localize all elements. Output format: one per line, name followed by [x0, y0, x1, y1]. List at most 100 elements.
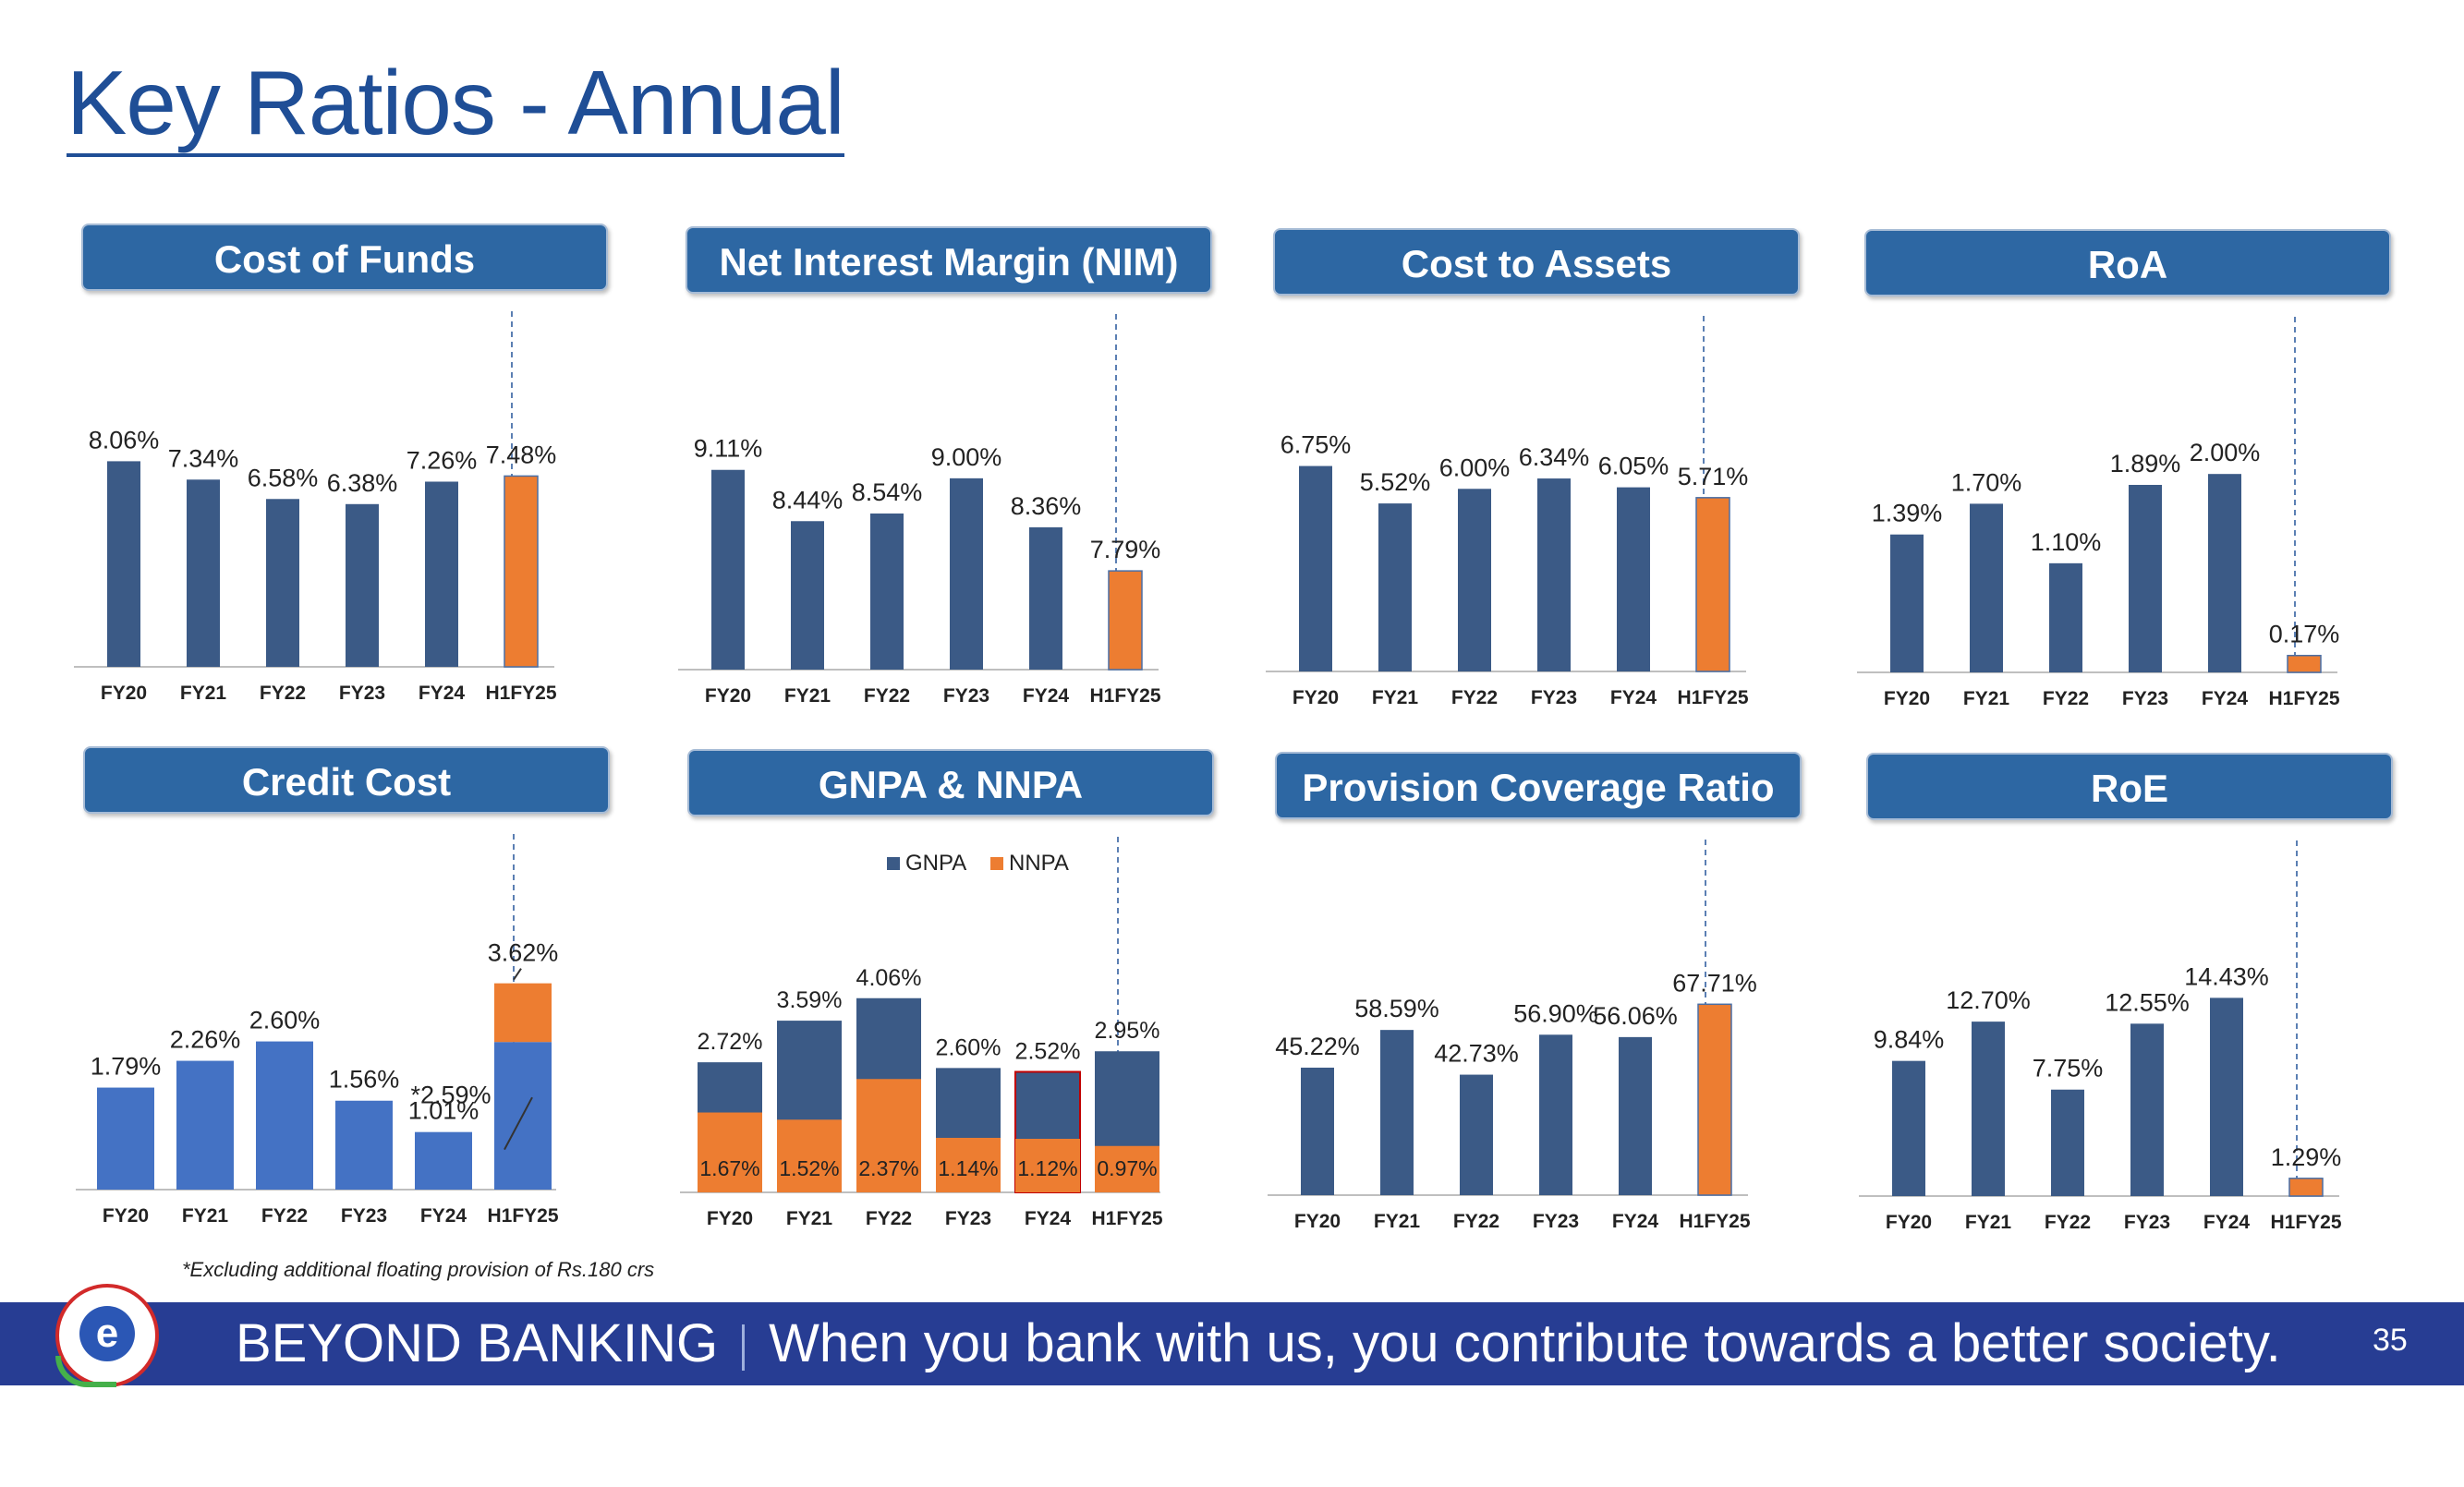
page-title: Key Ratios - Annual: [67, 57, 845, 157]
x-tick-label: FY20: [1886, 1212, 1932, 1233]
data-label: 5.52%: [1360, 468, 1431, 496]
chart-cost-of-funds: FY20 8.06% FY21 7.34% FY22 6.58% FY23 6.38% FY24…: [74, 311, 557, 704]
data-label: 6.58%: [248, 464, 319, 491]
logo-mark: e: [79, 1306, 135, 1361]
banner-pcr: Provision Coverage Ratio: [1275, 752, 1802, 819]
x-tick-label: FY20: [707, 1208, 753, 1229]
x-tick-label: H1FY25: [487, 1205, 558, 1227]
chart-cost-to-assets: FY20 6.75% FY21 5.52% FY22 6.00% FY23 6.34% FY24…: [1266, 316, 1749, 708]
data-label: 9.84%: [1874, 1026, 1945, 1054]
panel-nim: Net Interest Margin (NIM) FY20 9.11% FY21 8…: [674, 226, 1212, 707]
x-tick-label: FY23: [1533, 1211, 1579, 1232]
annotation-leader: [504, 1096, 533, 1151]
data-label-gnpa: 3.59%: [777, 987, 843, 1013]
data-label: 6.34%: [1519, 443, 1590, 471]
x-tick-label: FY21: [180, 683, 227, 704]
banner-credit-cost: Credit Cost: [83, 746, 610, 814]
footer-tagline: When you bank with us, you contribute to…: [769, 1313, 2281, 1373]
x-tick-label: FY22: [866, 1208, 912, 1229]
bar: [870, 513, 904, 670]
x-tick-label: H1FY25: [1677, 687, 1748, 708]
bar-nnpa: [698, 1112, 762, 1192]
bar-nnpa: [777, 1119, 842, 1192]
x-tick-label: FY20: [705, 685, 751, 707]
bar: [1299, 465, 1332, 671]
data-label-nnpa: 1.12%: [1017, 1156, 1077, 1180]
x-tick-label: FY21: [1374, 1211, 1421, 1232]
legend-swatch-gnpa: [887, 857, 900, 870]
panel-cost-of-funds: Cost of Funds FY20 8.06% FY21 7.34% FY22 6.58…: [70, 224, 608, 704]
bank-logo: e: [55, 1284, 159, 1387]
x-tick-label: H1FY25: [2270, 1212, 2341, 1233]
bar: [1460, 1074, 1493, 1195]
footer-bar: [0, 1302, 2464, 1385]
chart-roa: FY20 1.39% FY21 1.70% FY22 1.10% FY23 1.89% FY24…: [1857, 317, 2340, 709]
bar: [335, 1100, 393, 1190]
footer-slogan: BEYOND BANKING When you bank with us, you…: [236, 1310, 2281, 1378]
data-label: 8.44%: [772, 486, 844, 514]
x-tick-label: FY24: [1025, 1208, 1072, 1229]
panel-roa: RoA FY20 1.39% FY21 1.70% FY22 1.10% FY23 1.89%…: [1853, 229, 2391, 709]
bar: [415, 1131, 472, 1190]
data-label: 1.56%: [329, 1066, 400, 1094]
bar: [1108, 570, 1143, 671]
bar: [176, 1060, 234, 1190]
x-tick-label: FY24: [1610, 687, 1657, 708]
data-label-gnpa: 2.60%: [936, 1034, 1001, 1060]
data-label: 0.17%: [2269, 621, 2340, 648]
x-tick-label: FY20: [103, 1205, 149, 1227]
data-label: 2.00%: [2190, 439, 2261, 466]
banner-roa: RoA: [1864, 229, 2391, 296]
panel-gnpa-nnpa: GNPA & NNPA FY20 2.72% 1.67% FY21 3.59% 1.52%…: [676, 749, 1214, 1229]
bar: [425, 481, 458, 667]
bar: [711, 469, 745, 670]
bar: [97, 1087, 154, 1190]
bar: [256, 1041, 313, 1190]
x-tick-label: FY22: [261, 1205, 308, 1227]
data-label: 56.06%: [1593, 1002, 1678, 1030]
data-label: 7.79%: [1090, 536, 1161, 563]
x-tick-label: FY23: [1531, 687, 1577, 708]
x-tick-label: FY21: [786, 1208, 833, 1229]
x-tick-label: FY23: [2122, 688, 2168, 709]
data-label-gnpa: 2.95%: [1095, 1018, 1160, 1044]
data-label: 7.34%: [168, 444, 239, 472]
bar: [2287, 654, 2322, 673]
data-label: 58.59%: [1354, 995, 1439, 1022]
chart-nim: FY20 9.11% FY21 8.44% FY22 8.54% FY23 9.00% FY24…: [678, 314, 1161, 707]
data-label: 1.29%: [2271, 1143, 2342, 1171]
x-tick-label: H1FY25: [485, 683, 556, 704]
legend-label-nnpa: NNPA: [1009, 851, 1069, 876]
legend-label-gnpa: GNPA: [905, 851, 966, 876]
data-label: 12.55%: [2105, 988, 2190, 1016]
x-tick-label: FY20: [1884, 688, 1930, 709]
banner-roe: RoE: [1866, 753, 2393, 820]
bar: [504, 475, 539, 668]
bar: [1458, 489, 1491, 671]
data-label: 42.73%: [1434, 1040, 1519, 1068]
bar-nnpa: [936, 1137, 1001, 1192]
data-label-nnpa: 1.14%: [938, 1156, 998, 1180]
bar: [1378, 503, 1412, 671]
banner-cost-to-assets: Cost to Assets: [1273, 228, 1800, 296]
bar: [2051, 1089, 2084, 1196]
data-label-nnpa: 1.52%: [779, 1156, 839, 1180]
legend-swatch-nnpa: [990, 857, 1003, 870]
data-label-total: 3.62%: [488, 939, 559, 967]
bar: [1380, 1030, 1414, 1195]
data-label: 9.11%: [694, 435, 763, 463]
data-label: 1.39%: [1872, 500, 1943, 527]
data-label: 6.75%: [1281, 431, 1352, 459]
data-label: 9.00%: [931, 443, 1002, 471]
panel-pcr: Provision Coverage Ratio FY20 45.22% FY21 5…: [1264, 752, 1802, 1232]
bar: [1029, 526, 1062, 670]
data-label: 1.70%: [1951, 468, 2022, 496]
x-tick-label: FY20: [101, 683, 147, 704]
data-label: 8.54%: [852, 478, 923, 506]
bar: [1970, 503, 2003, 672]
bar: [950, 478, 983, 670]
data-label: 1.89%: [2110, 450, 2181, 478]
bar: [2049, 562, 2082, 672]
footer-divider: [742, 1324, 746, 1371]
data-label: 2.26%: [170, 1026, 241, 1054]
